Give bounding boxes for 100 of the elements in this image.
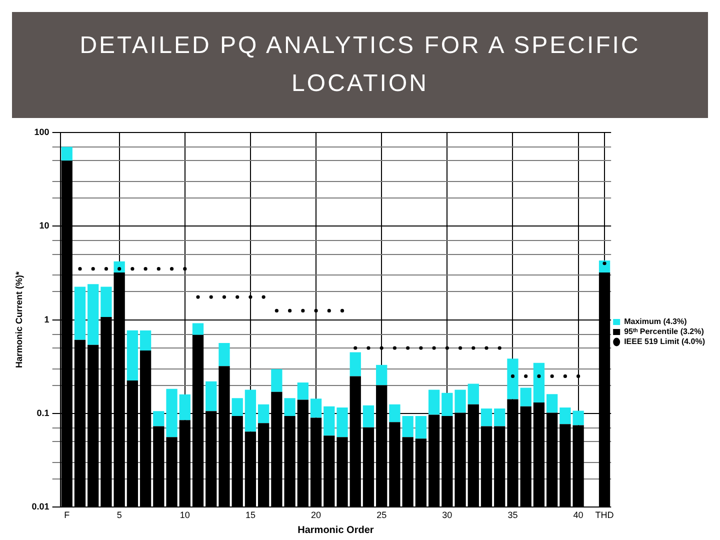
bar: [153, 411, 164, 426]
point: [445, 346, 449, 350]
bar: [284, 398, 296, 416]
x-tick-label: 30: [442, 510, 452, 520]
x-tick-label: 40: [573, 510, 584, 520]
bar: [297, 382, 308, 400]
point: [392, 346, 397, 350]
y-axis-title: Harmonic Current (%)*: [14, 271, 24, 368]
point: [248, 295, 252, 299]
y-tick-label: 100: [34, 126, 50, 137]
bar: [389, 404, 400, 422]
point: [380, 346, 384, 350]
bar: [350, 352, 361, 376]
bar: [598, 260, 610, 272]
bar: [376, 364, 388, 386]
x-tick-label: 15: [245, 510, 256, 520]
bar: [126, 330, 138, 380]
bar: [192, 323, 204, 335]
y-tick-label: 10: [39, 220, 50, 231]
bar: [520, 388, 532, 406]
y-tick-label: 1: [44, 314, 50, 324]
bar: [362, 405, 374, 428]
point: [340, 308, 344, 313]
point: [563, 374, 567, 378]
x-tick-label: THD: [595, 510, 614, 520]
point: [537, 374, 541, 378]
point: [222, 295, 226, 299]
bar: [114, 261, 125, 272]
point: [484, 346, 488, 350]
y-tick-label: 0.01: [32, 502, 50, 512]
bar: [179, 394, 190, 420]
point: [314, 308, 318, 313]
bar: [428, 390, 440, 415]
bar: [402, 416, 414, 438]
point: [354, 346, 358, 350]
bar: [494, 408, 506, 426]
point: [118, 267, 122, 271]
point: [602, 262, 606, 266]
x-tick-label: 5: [116, 510, 122, 520]
bar: [166, 388, 178, 438]
bar: [232, 398, 243, 416]
legend-label: IEEE 519 Limit (4.0%): [624, 337, 706, 346]
point: [236, 295, 240, 299]
point: [301, 308, 305, 313]
bar: [336, 407, 348, 438]
bar: [533, 362, 545, 403]
point: [498, 346, 502, 350]
bar: [546, 394, 558, 413]
bar: [61, 146, 72, 161]
bar: [468, 384, 479, 404]
bar: [271, 369, 282, 392]
bar: [324, 406, 335, 436]
point: [104, 267, 108, 271]
point: [458, 346, 462, 350]
bar: [74, 286, 86, 340]
point: [262, 295, 266, 299]
point: [288, 308, 292, 313]
legend-label: Maximum (4.3%): [624, 317, 688, 326]
chart-title: DETAILED PQ ANALYTICS FOR A SPECIFIC LOCATION: [12, 12, 708, 118]
bar: [218, 343, 230, 366]
x-tick-label: 20: [311, 510, 322, 520]
point: [524, 374, 528, 378]
point: [170, 267, 174, 271]
point: [209, 295, 213, 299]
y-tick-label: 0.1: [36, 408, 50, 418]
bar: [507, 358, 518, 400]
point: [419, 346, 423, 350]
point: [406, 346, 410, 350]
bar: [244, 390, 256, 432]
point: [510, 374, 515, 378]
point: [576, 374, 580, 378]
x-tick-label: 35: [508, 510, 518, 520]
x-tick-label: 25: [376, 510, 387, 520]
bar: [415, 416, 427, 439]
point: [366, 346, 370, 350]
bar: [88, 284, 99, 345]
point: [130, 267, 134, 271]
bar: [100, 286, 112, 318]
x-axis-title: Harmonic Order: [298, 524, 374, 536]
point: [432, 346, 436, 350]
point: [550, 374, 554, 378]
bar: [140, 330, 152, 351]
bar: [206, 381, 217, 412]
point: [78, 267, 82, 271]
bar: [258, 404, 270, 424]
bar: [442, 392, 453, 416]
point: [274, 308, 278, 313]
point: [91, 267, 95, 271]
bar: [310, 398, 322, 418]
x-tick-label: F: [64, 510, 70, 520]
point: [196, 295, 200, 299]
point: [472, 346, 476, 350]
x-tick-label: 10: [180, 510, 190, 520]
legend-label: 95ᵗʰ Percentile (3.2%): [624, 327, 704, 336]
point: [327, 308, 331, 313]
bar: [454, 390, 466, 413]
point: [183, 267, 187, 271]
bar: [480, 408, 492, 426]
point: [156, 267, 160, 271]
point: [144, 267, 148, 271]
